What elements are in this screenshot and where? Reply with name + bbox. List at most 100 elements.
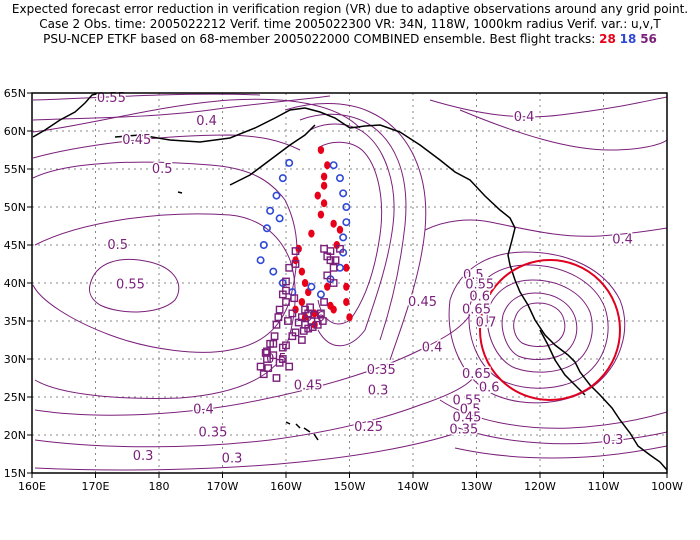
track-point-red bbox=[301, 279, 309, 287]
x-tick-label: 180 bbox=[149, 480, 170, 493]
contour-line bbox=[32, 161, 298, 353]
contour-line bbox=[449, 424, 667, 445]
contour-label: 0.25 bbox=[354, 420, 383, 435]
track-point-purple bbox=[291, 260, 300, 268]
track-point-purple bbox=[285, 362, 294, 371]
y-tick-label: 20N bbox=[4, 429, 26, 442]
track-point-purple bbox=[288, 332, 297, 341]
flight-tracks bbox=[256, 146, 353, 382]
contour-line bbox=[486, 279, 593, 373]
contour-label: 0.35 bbox=[198, 426, 227, 441]
y-tick-label: 50N bbox=[4, 201, 26, 214]
contour-line bbox=[513, 302, 566, 347]
x-axis-ticks: 160E 170E 180 170W 160W 150W 140W 130W 120W 110W 1… bbox=[18, 473, 683, 493]
title-line-3: PSU-NCEP ETKF based on 68-member 2005022… bbox=[0, 32, 700, 46]
y-axis-ticks: 15N 20N 25N 30N 35N 40N 45N 50N 55N 60N 65N bbox=[4, 87, 32, 480]
contour-label: 0.5 bbox=[460, 403, 481, 418]
contour-lines bbox=[32, 93, 667, 471]
track-point-red bbox=[336, 225, 344, 234]
track-point-red bbox=[330, 219, 337, 228]
contour-label: 0.65 bbox=[462, 367, 491, 382]
track-point-purple bbox=[329, 263, 338, 272]
track-point-purple bbox=[310, 311, 319, 319]
track-point-purple bbox=[274, 313, 283, 322]
contour-line bbox=[32, 98, 361, 133]
x-tick-label: 130W bbox=[461, 480, 493, 493]
contour-label: 0.45 bbox=[294, 378, 323, 393]
island-misc bbox=[177, 191, 183, 194]
track-point-purple bbox=[278, 343, 287, 352]
track-point-blue bbox=[339, 233, 348, 242]
verification-region-circle bbox=[479, 259, 621, 401]
track-count-purple: 56 bbox=[640, 32, 657, 46]
contour-line bbox=[34, 374, 476, 448]
track-point-purple bbox=[264, 364, 273, 373]
contour-line bbox=[468, 264, 609, 389]
track-point-purple bbox=[272, 320, 281, 329]
track-point-blue bbox=[335, 263, 344, 272]
track-point-blue bbox=[262, 224, 271, 233]
track-point-purple bbox=[290, 294, 299, 303]
coastline-aleutians bbox=[114, 107, 306, 143]
contour-label: 0.4 bbox=[612, 232, 633, 247]
contour-line bbox=[454, 445, 667, 459]
contour-label: 0.3 bbox=[133, 449, 154, 464]
y-tick-label: 55N bbox=[4, 163, 26, 176]
contour-labels: 0.550.40.450.50.450.50.550.60.40.40.50.5… bbox=[95, 90, 634, 468]
y-tick-label: 60N bbox=[4, 125, 26, 138]
contour-label: 0.45 bbox=[452, 410, 481, 425]
x-tick-label: 140W bbox=[397, 480, 429, 493]
y-tick-label: 65N bbox=[4, 87, 26, 100]
track-point-red bbox=[298, 267, 306, 276]
track-point-red bbox=[320, 172, 328, 181]
contour-label: 0.4 bbox=[422, 340, 443, 355]
track-point-blue bbox=[256, 256, 265, 265]
contour-line bbox=[32, 95, 331, 121]
contour-line bbox=[459, 109, 667, 151]
contour-line bbox=[34, 213, 296, 399]
contour-label: 0.6 bbox=[479, 381, 500, 396]
track-point-red bbox=[320, 199, 328, 208]
track-point-purple bbox=[259, 370, 268, 379]
track-point-red bbox=[327, 301, 334, 310]
x-tick-label: 170W bbox=[207, 480, 239, 493]
track-point-red bbox=[298, 298, 306, 306]
track-point-purple bbox=[329, 279, 338, 287]
island-hawaii bbox=[285, 421, 319, 441]
x-tick-label: 100W bbox=[651, 480, 683, 493]
coastline-baja bbox=[539, 329, 586, 396]
contour-label: 0.45 bbox=[408, 295, 437, 310]
track-point-blue bbox=[278, 174, 287, 183]
contour-label: 0.7 bbox=[476, 315, 497, 330]
contour-label: 0.5 bbox=[152, 162, 173, 177]
track-point-purple bbox=[331, 256, 340, 265]
track-point-purple bbox=[263, 347, 271, 356]
track-point-purple bbox=[270, 332, 279, 341]
contour-line bbox=[299, 113, 407, 341]
track-point-purple bbox=[261, 349, 270, 357]
title-line-2: Case 2 Obs. time: 2005022212 Verif. time… bbox=[39, 17, 661, 31]
track-point-blue bbox=[339, 189, 348, 198]
track-point-purple bbox=[318, 317, 327, 325]
coastline-kamchatka bbox=[32, 93, 101, 138]
track-point-purple bbox=[275, 305, 284, 314]
track-count-red: 28 bbox=[599, 32, 616, 46]
track-point-red bbox=[320, 181, 328, 190]
track-point-red bbox=[317, 146, 325, 154]
track-point-purple bbox=[278, 355, 287, 363]
track-point-blue bbox=[329, 161, 338, 170]
track-point-purple bbox=[272, 374, 281, 382]
contour-label: 0.55 bbox=[465, 277, 494, 292]
track-point-purple bbox=[266, 339, 275, 348]
contour-label: 0.4 bbox=[196, 114, 217, 129]
contour-line bbox=[34, 431, 461, 471]
title-line-1: Expected forecast error reduction in ver… bbox=[11, 2, 689, 16]
track-point-blue bbox=[272, 191, 281, 200]
y-tick-label: 30N bbox=[4, 353, 26, 366]
track-point-purple bbox=[282, 277, 290, 286]
track-point-purple bbox=[282, 286, 290, 295]
contour-label: 0.45 bbox=[122, 133, 151, 148]
coastline-alaska bbox=[304, 107, 667, 471]
contour-label: 0.55 bbox=[452, 394, 481, 409]
track-point-blue bbox=[335, 174, 344, 183]
